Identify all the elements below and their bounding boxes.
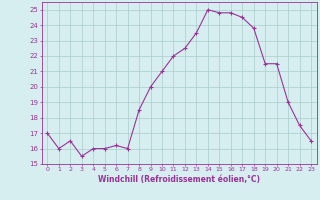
- X-axis label: Windchill (Refroidissement éolien,°C): Windchill (Refroidissement éolien,°C): [98, 175, 260, 184]
